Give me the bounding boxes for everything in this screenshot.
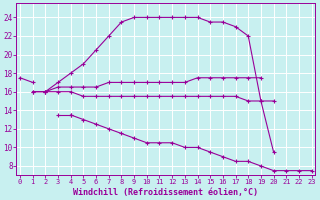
- X-axis label: Windchill (Refroidissement éolien,°C): Windchill (Refroidissement éolien,°C): [73, 188, 258, 197]
